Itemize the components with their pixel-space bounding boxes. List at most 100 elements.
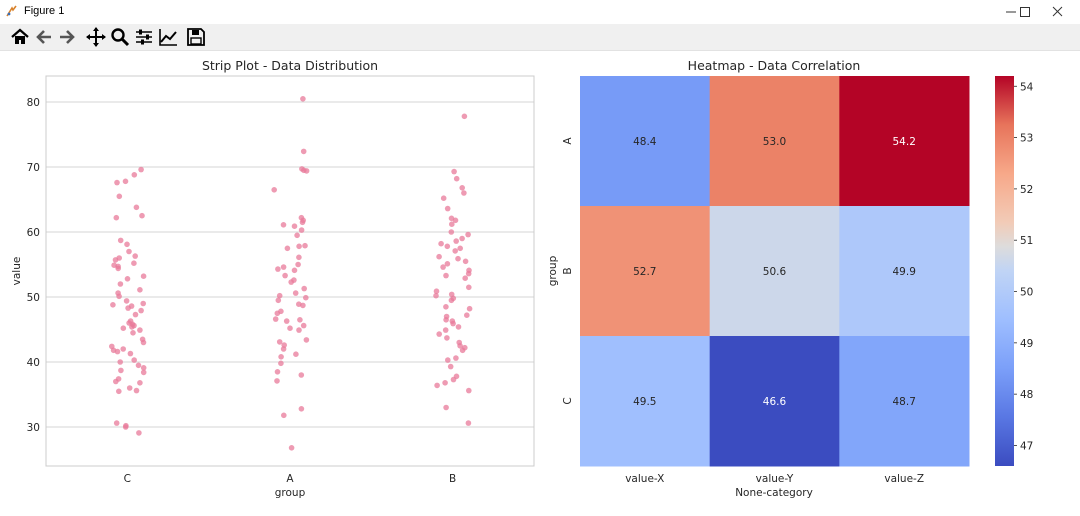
- strip-point: [124, 276, 131, 282]
- heatmap-cell: [580, 206, 711, 337]
- strip-point: [292, 290, 299, 296]
- strip-point: [116, 193, 123, 200]
- strip-point: [133, 387, 140, 394]
- strip-point: [114, 348, 121, 355]
- heatmap-colorbar: 47 48 49 50 51 52 53 54: [995, 76, 1034, 466]
- strip-point: [459, 235, 465, 242]
- navigation-toolbar: [0, 24, 1080, 51]
- strip-point: [459, 185, 466, 191]
- strip-point: [139, 212, 145, 219]
- strip-point: [140, 365, 147, 371]
- arrow-right-icon: [60, 30, 75, 44]
- heatmap-x-tick-label: value-Y: [756, 473, 794, 485]
- strip-point: [459, 347, 466, 354]
- heatmap-cell-label: 48.4: [633, 136, 657, 148]
- figure-canvas: 30 40 50 60 70 80 C A B Strip Plot - Data Distr…: [0, 51, 1080, 512]
- strip-points: [109, 96, 473, 451]
- strip-point: [443, 272, 449, 279]
- strip-point: [288, 279, 295, 285]
- strip-y-tick-label: 40: [27, 357, 40, 369]
- strip-point: [445, 357, 451, 363]
- strip-point: [140, 300, 146, 307]
- strip-point: [280, 264, 287, 270]
- strip-point: [447, 363, 454, 370]
- strip-point: [302, 242, 308, 249]
- heatmap-cells: [580, 76, 970, 467]
- strip-point: [303, 337, 310, 343]
- strip-y-tick-label: 80: [27, 97, 40, 109]
- strip-point: [462, 258, 469, 265]
- strip-point: [131, 357, 137, 363]
- heatmap-cell: [580, 336, 711, 467]
- strip-point: [135, 362, 142, 369]
- strip-point: [443, 317, 449, 323]
- home-button[interactable]: [10, 27, 30, 47]
- back-button[interactable]: [34, 27, 54, 47]
- heatmap-x-axis-label: None-category: [735, 487, 813, 499]
- strip-plot-axes: 30 40 50 60 70 80 C A B Strip Plot - Data Distr…: [11, 58, 535, 499]
- zoom-button[interactable]: [110, 27, 130, 47]
- strip-point: [137, 287, 143, 293]
- sliders-icon: [136, 29, 152, 45]
- strip-point: [444, 205, 451, 212]
- maximize-icon: [1020, 7, 1030, 17]
- strip-point: [443, 404, 449, 411]
- heatmap-cell: [839, 206, 970, 337]
- colorbar-tick-label: 54: [1020, 81, 1034, 93]
- configure-subplots-button[interactable]: [134, 27, 154, 47]
- colorbar-tick-label: 52: [1020, 184, 1033, 196]
- strip-point: [450, 376, 457, 383]
- maximize-button[interactable]: [1002, 0, 1048, 24]
- strip-point: [137, 327, 143, 333]
- strip-point: [436, 253, 442, 260]
- strip-point: [464, 312, 470, 319]
- strip-point: [116, 388, 122, 395]
- strip-point: [466, 305, 473, 312]
- strip-point: [287, 325, 293, 332]
- strip-point: [300, 148, 307, 155]
- strip-point: [448, 229, 455, 235]
- heatmap-cell: [709, 206, 840, 337]
- edit-axes-button[interactable]: [158, 27, 178, 47]
- strip-x-tick-label: C: [124, 473, 131, 485]
- heatmap-y-tick-label: A: [562, 137, 574, 145]
- heatmap-x-tick-label: value-Z: [884, 473, 924, 485]
- strip-point: [444, 335, 450, 341]
- strip-point: [444, 243, 451, 250]
- minimize-icon: [1006, 11, 1016, 13]
- strip-point: [110, 302, 116, 308]
- strip-y-tick-label: 50: [27, 292, 40, 304]
- strip-y-tick-label: 30: [27, 422, 40, 434]
- strip-point: [122, 178, 129, 185]
- strip-point: [452, 217, 459, 224]
- strip-point: [448, 297, 455, 304]
- forward-button[interactable]: [57, 27, 77, 47]
- heatmap-cell-label: 53.0: [763, 136, 786, 148]
- save-button[interactable]: [186, 27, 206, 47]
- strip-point: [453, 238, 460, 244]
- strip-point: [275, 297, 282, 304]
- strip-point: [138, 307, 144, 314]
- strip-point: [138, 166, 144, 173]
- strip-point: [272, 316, 279, 322]
- strip-point: [276, 339, 283, 345]
- strip-point: [451, 168, 457, 175]
- pan-button[interactable]: [86, 27, 106, 47]
- strip-point: [274, 310, 281, 317]
- chart-line-icon: [159, 29, 177, 46]
- strip-point: [113, 420, 120, 426]
- strip-point: [120, 325, 127, 332]
- strip-point: [452, 248, 459, 254]
- strip-point: [465, 270, 472, 277]
- close-icon: [1052, 6, 1063, 17]
- strip-y-axis-label: value: [11, 257, 23, 286]
- close-button[interactable]: [1034, 0, 1080, 24]
- minimize-button[interactable]: [988, 0, 1034, 24]
- strip-point: [433, 288, 440, 294]
- heatmap-title: Heatmap - Data Correlation: [688, 58, 861, 73]
- strip-point: [291, 267, 298, 274]
- strip-point: [126, 248, 132, 255]
- strip-point: [300, 96, 306, 102]
- strip-point: [276, 292, 283, 299]
